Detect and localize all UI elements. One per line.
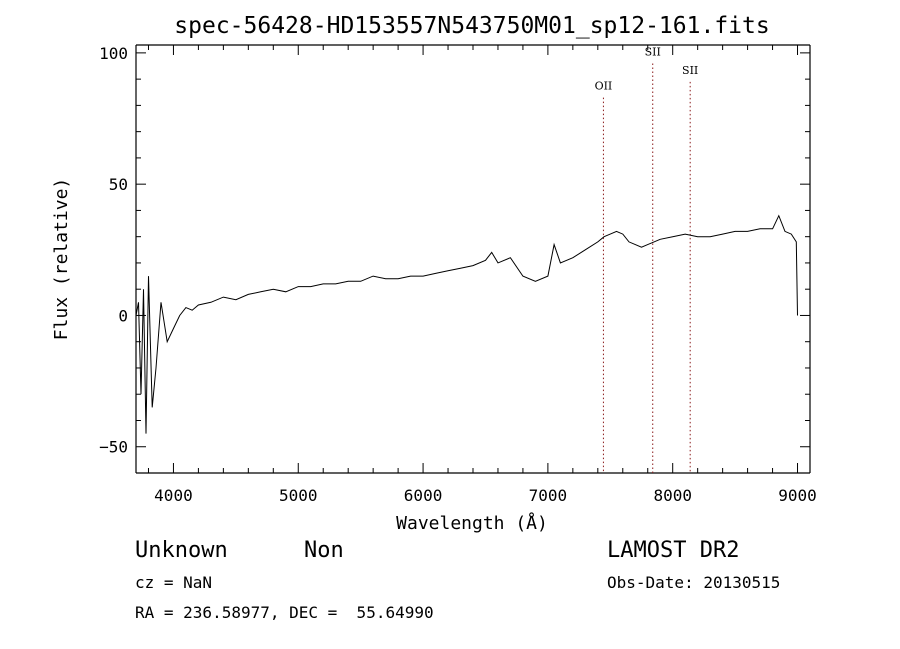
object-class: Unknown xyxy=(135,538,228,563)
y-tick-label: 50 xyxy=(109,175,128,194)
emission-line-markers: OII SII SII xyxy=(595,46,698,473)
emission-line-label: SII xyxy=(682,64,698,77)
emission-line-label: OII xyxy=(595,80,613,93)
y-axis: −50 0 50 100 xyxy=(99,44,810,457)
x-tick-label: 9000 xyxy=(778,486,817,505)
y-tick-label: −50 xyxy=(99,438,128,457)
x-tick-label: 6000 xyxy=(404,486,443,505)
y-tick-label: 100 xyxy=(99,44,128,63)
x-tick-label: 7000 xyxy=(529,486,568,505)
x-tick-label: 4000 xyxy=(154,486,193,505)
spectrum-line xyxy=(135,214,798,434)
redshift-value: cz = NaN xyxy=(135,573,213,592)
chart-title: spec-56428-HD153557N543750M01_sp12-161.f… xyxy=(174,13,769,39)
coordinates: RA = 236.58977, DEC = 55.64990 xyxy=(135,603,434,622)
obs-date: Obs-Date: 20130515 xyxy=(607,573,781,592)
x-axis: 4000 5000 6000 7000 8000 9000 xyxy=(147,45,817,505)
x-tick-label: 5000 xyxy=(279,486,318,505)
y-axis-label: Flux (relative) xyxy=(51,178,72,341)
x-axis-label: Wavelength (Å) xyxy=(396,512,548,534)
x-tick-label: 8000 xyxy=(653,486,692,505)
y-tick-label: 0 xyxy=(118,306,128,325)
plot-frame xyxy=(135,44,811,474)
survey-name: LAMOST DR2 xyxy=(607,538,740,563)
object-subclass: Non xyxy=(304,538,344,563)
emission-line-label: SII xyxy=(645,46,661,59)
